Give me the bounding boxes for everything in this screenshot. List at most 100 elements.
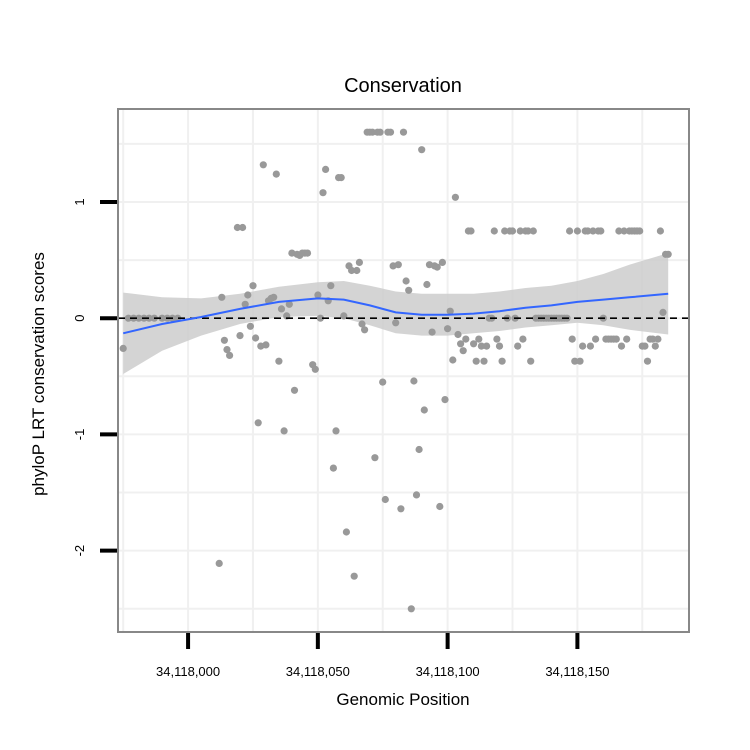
data-point [407,605,415,613]
x-tick-label: 34,118,050 [286,664,350,679]
data-point [412,491,421,499]
y-tick-label: 1 [72,198,87,205]
data-point [405,286,413,294]
data-point [381,495,389,504]
data-point [467,227,475,235]
plot-panel-border [117,108,690,633]
chart-title: Conservation [344,75,462,97]
data-point [641,342,649,350]
y-tick-label: -1 [72,429,87,441]
data-point [358,320,366,328]
data-point [353,266,361,275]
data-point [516,227,524,235]
data-point [462,335,470,343]
confidence-band [123,253,669,374]
smooth-line [122,292,669,335]
data-point [135,314,143,322]
data-point [586,342,595,350]
data-point [303,249,312,257]
data-point [623,335,631,343]
data-point [285,300,293,308]
data-point [236,332,244,340]
y-tick-label: -2 [72,545,87,557]
data-point [612,335,620,343]
data-point [415,445,423,454]
data-point [566,227,574,235]
data-point [239,223,247,232]
x-tick-label: 34,118,150 [545,664,609,679]
data-point [410,377,418,385]
data-point [514,342,522,350]
data-point [319,189,327,197]
data-point [119,344,127,352]
data-point [420,406,428,414]
data-point [158,314,166,322]
data-point [379,378,387,386]
data-point [446,307,454,315]
data-point [241,300,249,308]
data-point [342,528,350,536]
data-point [579,342,587,350]
data-point [459,347,467,355]
data-point [233,223,241,232]
data-point [399,128,408,136]
data-point [651,342,659,350]
data-point [654,335,662,343]
data-points [119,128,672,613]
data-point [262,341,270,349]
data-point [311,365,319,373]
smooth-trend-line [122,292,669,335]
data-point [332,427,340,435]
data-point [428,328,436,336]
data-point [470,340,478,348]
data-point [527,357,535,365]
x-tick-label: 34,118,000 [156,664,220,679]
data-point [368,128,376,136]
data-point [226,351,234,359]
data-point [392,319,400,327]
data-point [433,263,441,271]
data-point [329,464,337,472]
data-point [280,427,288,435]
data-point [340,312,348,320]
data-point [376,128,384,136]
data-point [246,322,254,330]
data-point [519,335,527,343]
data-point [145,314,153,322]
data-point [444,325,452,333]
data-point [254,419,262,427]
data-point [397,505,405,513]
data-point [322,165,330,173]
data-point [350,572,358,580]
data-point [249,282,257,290]
data-point [218,293,226,301]
y-axis-label: phyloP LRT conservation scores [29,252,48,496]
data-point [656,227,665,235]
data-point [617,342,626,350]
data-point [508,227,517,235]
data-point [592,335,600,343]
data-point [337,174,345,182]
x-tick-label: 34,118,100 [416,664,480,679]
y-axis: -2 -1 0 1 [72,198,117,556]
data-point [290,386,299,394]
data-point [483,342,491,350]
data-point [386,128,395,136]
data-point [423,280,431,289]
data-point [348,266,356,275]
data-point [597,227,605,235]
data-point [589,227,597,235]
data-point [480,357,488,365]
data-point [220,336,228,344]
data-point [524,227,532,235]
data-point [272,170,280,178]
panel-background [118,109,689,632]
data-point [270,293,278,301]
panel-border [117,108,690,633]
y-tick-label: 0 [72,315,87,322]
data-point [620,227,628,235]
data-point [501,227,509,235]
data-point [449,356,457,364]
data-point [361,326,369,334]
